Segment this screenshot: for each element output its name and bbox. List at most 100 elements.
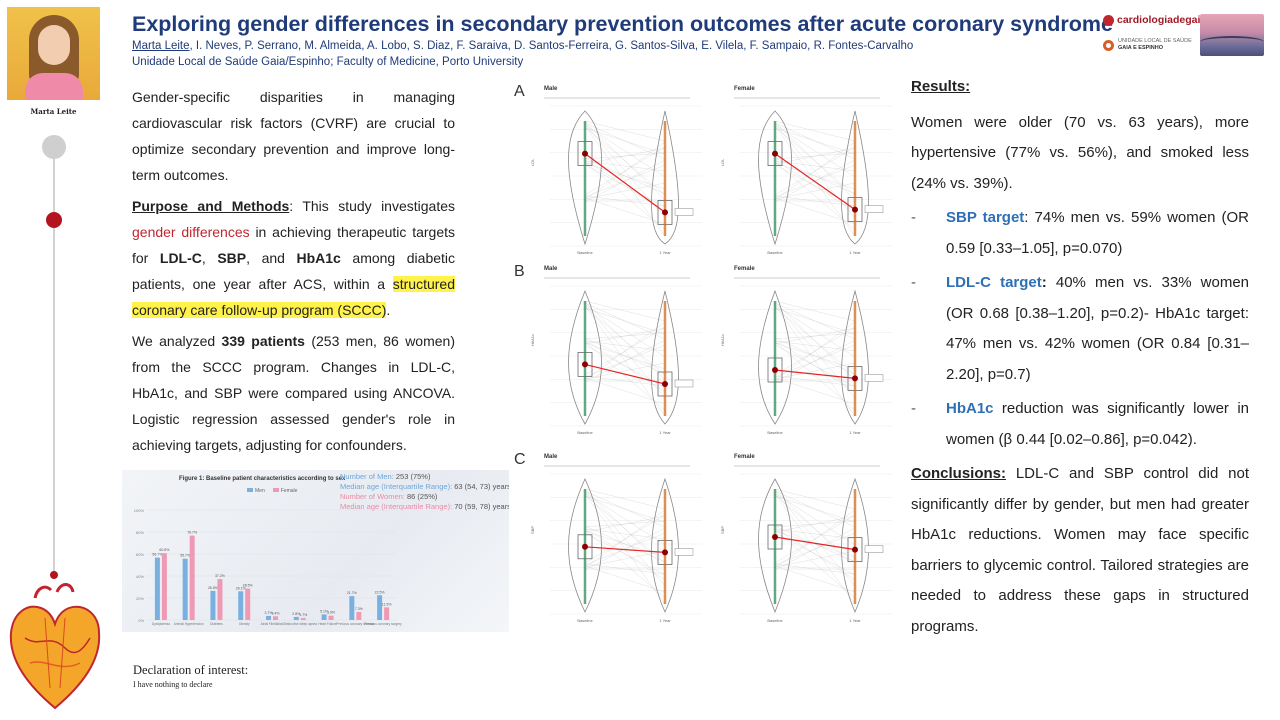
declaration-heading: Declaration of interest: — [133, 663, 249, 677]
ldl-result: - LDL-C target: 40% men vs. 33% women (OR… — [911, 274, 1249, 383]
bar-female — [356, 611, 362, 620]
paired-line — [774, 197, 856, 225]
paired-line — [584, 509, 666, 569]
violin-shape — [758, 289, 792, 425]
bar-men — [293, 616, 299, 620]
x-category-label: Previous coronary surgery — [365, 622, 403, 626]
uls-logo-icon — [1103, 40, 1114, 51]
followup-mean-point — [852, 206, 858, 213]
bar-data-label: 76.7% — [187, 531, 197, 535]
x-tick-label: 1 Year — [849, 250, 861, 255]
x-category-label: Diabetes — [210, 622, 223, 626]
bar-data-label: 26.1% — [236, 586, 246, 590]
paired-line — [584, 182, 666, 200]
paired-line — [774, 377, 856, 405]
x-tick-label: 1 Year — [849, 430, 861, 435]
baseline-mean-point — [582, 543, 588, 550]
paired-line — [774, 182, 856, 200]
baseline-mean-point — [772, 534, 778, 540]
x-tick-label: Baseline — [767, 430, 783, 435]
mean-annotation — [864, 545, 884, 553]
y-axis-label: SBP — [530, 526, 535, 534]
paired-line — [774, 532, 856, 576]
paired-line — [774, 141, 856, 201]
bar-data-label: 7.3% — [355, 607, 363, 611]
bar-data-label: 2.8% — [292, 612, 300, 616]
paired-line — [584, 127, 666, 155]
paired-line — [774, 304, 856, 358]
y-axis-label: HbA1c — [720, 334, 725, 346]
author-photo — [7, 7, 100, 100]
sex-label: Female — [734, 86, 755, 92]
paired-line — [774, 147, 856, 165]
sex-label: Female — [734, 454, 755, 460]
coauthors: , I. Neves, P. Serrano, M. Almeida, A. L… — [189, 40, 914, 52]
paired-line — [584, 126, 666, 196]
paired-line — [584, 488, 666, 510]
violin-panel: Female SBP Baseline 1 Year — [720, 454, 892, 623]
paired-line — [584, 162, 666, 190]
paired-line — [774, 306, 856, 376]
bar-female — [300, 618, 306, 620]
poster-title: Exploring gender differences in secondar… — [132, 12, 1113, 36]
x-category-label: Heart Failure — [318, 622, 337, 626]
paired-line — [774, 527, 856, 571]
paired-line — [774, 126, 856, 196]
bar-men — [182, 558, 188, 620]
paired-line — [584, 321, 666, 381]
y-axis-label: LDL — [530, 158, 535, 166]
x-tick-label: Baseline — [767, 250, 783, 255]
paired-line — [584, 362, 666, 380]
y-tick-label: 80% — [136, 530, 144, 535]
bar-female — [245, 588, 251, 620]
mean-line — [774, 369, 856, 379]
violin-shape — [758, 110, 792, 246]
violin-plot-panels: A B C Male LDL Baseline 1 Year Female LDL Baselin… — [514, 83, 892, 623]
followup-mean-point — [852, 546, 858, 553]
figure1-stats: Number of Men: 253 (75%) Median age (Int… — [340, 472, 509, 511]
violin-panel: Male LDL Baseline 1 Year — [530, 86, 702, 255]
timeline-dot-small — [50, 571, 58, 579]
x-tick-label: 1 Year — [659, 430, 671, 435]
x-category-label: Obesity — [239, 622, 250, 626]
followup-mean-point — [662, 549, 668, 556]
sex-label: Male — [544, 266, 558, 272]
intro-column: Gender-specific disparities in managing … — [132, 84, 455, 463]
paired-line — [584, 515, 666, 533]
y-tick-label: 40% — [136, 574, 144, 579]
sbp-result: - SBP target: 74% men vs. 59% women (OR 0… — [911, 209, 1249, 257]
violin-shape — [568, 110, 602, 246]
mean-line — [584, 546, 666, 553]
paired-line — [584, 306, 666, 376]
paired-line — [774, 339, 856, 383]
paired-line — [584, 532, 666, 576]
bar-female — [328, 615, 334, 620]
mean-line — [584, 363, 666, 385]
violin-shape — [841, 110, 869, 245]
bar-data-label: 1.7% — [299, 613, 307, 617]
bar-data-label: 11.5% — [382, 602, 392, 606]
paired-line — [584, 327, 666, 345]
paired-line — [584, 300, 666, 322]
cardiologia-logo: cardiologiadegaia — [1103, 14, 1206, 26]
y-tick-label: 100% — [134, 508, 145, 513]
paired-line — [584, 147, 666, 165]
y-tick-label: 0% — [138, 618, 144, 623]
violin-shape — [651, 290, 679, 425]
violin-shape — [568, 478, 602, 613]
bar-data-label: 37.2% — [215, 574, 225, 578]
x-tick-label: Baseline — [577, 430, 593, 435]
sex-label: Male — [544, 86, 558, 92]
x-category-label: Previous coronary disease — [337, 622, 375, 626]
paired-line — [584, 120, 666, 142]
paired-line — [584, 340, 666, 352]
paired-line — [584, 341, 666, 411]
x-tick-label: Baseline — [577, 250, 593, 255]
paired-line — [584, 377, 666, 405]
paired-line — [774, 300, 856, 322]
mean-line — [584, 153, 666, 213]
bar-female — [189, 535, 195, 620]
bar-data-label: 28.5% — [243, 584, 253, 588]
bar-data-label: 26.5% — [208, 586, 218, 590]
x-tick-label: 1 Year — [659, 618, 671, 623]
